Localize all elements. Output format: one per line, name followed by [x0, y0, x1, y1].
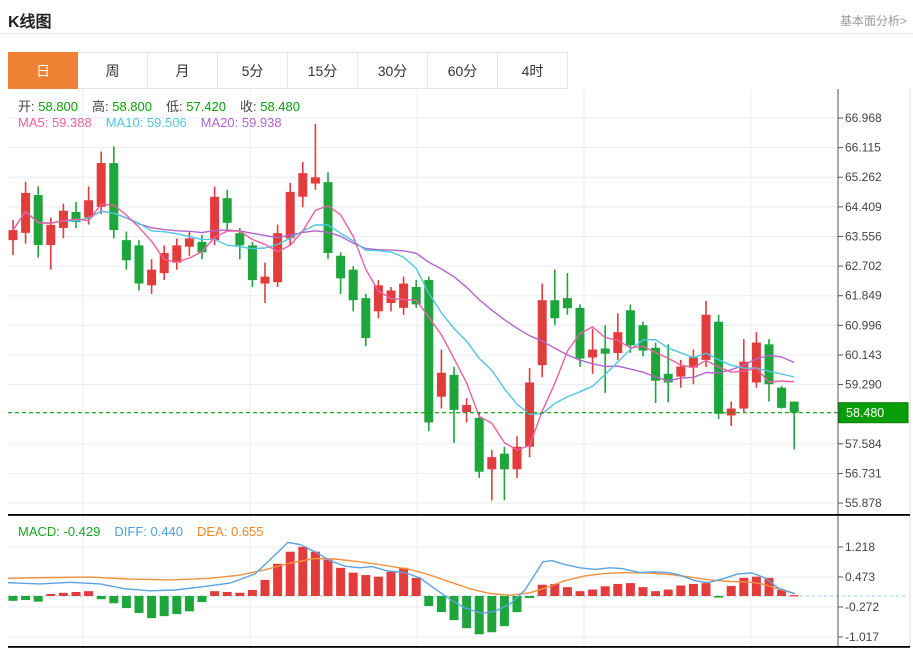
tab-15min[interactable]: 15分: [288, 52, 358, 89]
tab-60min[interactable]: 60分: [428, 52, 498, 89]
current-price-tag-label: 58.480: [846, 406, 884, 420]
legend-value: 59.506: [143, 115, 187, 130]
price-tick-label: 55.878: [845, 496, 882, 510]
price-tick-label: 66.968: [845, 111, 882, 125]
legend-label: DIFF:: [114, 524, 147, 539]
macd-tick-label: -1.017: [845, 630, 879, 644]
legend-value: 59.938: [238, 115, 282, 130]
legend-label: 低:: [166, 99, 183, 114]
macd-histogram: [8, 546, 799, 635]
ohlc-row-item: 低: 57.420: [166, 99, 226, 114]
price-tick-label: 64.409: [845, 200, 882, 214]
legend-label: 高:: [92, 99, 109, 114]
price-tick-label: 61.849: [845, 289, 882, 303]
legend-value: 59.388: [48, 115, 92, 130]
tab-30min[interactable]: 30分: [358, 52, 428, 89]
current-price-tag: 58.480: [838, 402, 909, 424]
tab-day[interactable]: 日: [8, 52, 78, 89]
macd-tick-label: -0.272: [845, 600, 879, 614]
ma-row-item: MA10: 59.506: [106, 115, 187, 130]
macd-row-item: MACD: -0.429: [18, 524, 100, 539]
panel-separator: [8, 514, 910, 516]
ma5-line: [12, 203, 795, 451]
macd-tick-label: 1.218: [845, 540, 875, 554]
price-tick-label: 62.702: [845, 259, 882, 273]
legend-label: 开:: [18, 99, 35, 114]
tab-4hour[interactable]: 4时: [498, 52, 568, 89]
macd-tick-label: 0.473: [845, 570, 875, 584]
header-divider: [0, 33, 913, 34]
grid-layer: [8, 89, 838, 647]
tab-5min[interactable]: 5分: [218, 52, 288, 89]
legend-value: -0.429: [59, 524, 101, 539]
legend-label: 收:: [240, 99, 257, 114]
legend-value: 58.480: [256, 99, 300, 114]
price-tick-label: 65.262: [845, 170, 882, 184]
legend-value: 57.420: [182, 99, 226, 114]
price-tick-label: 66.115: [845, 141, 881, 155]
macd-legend: MACD: -0.429 DIFF: 0.440 DEA: 0.655: [18, 524, 278, 539]
ohlc-legend: 开: 58.800 高: 58.800 低: 57.420 收: 58.480: [18, 96, 314, 115]
legend-label: MA10:: [105, 115, 144, 130]
price-axis: 66.968 66.115 65.262 64.409 63.556 62.702 61.8…: [838, 111, 882, 644]
ohlc-row-item: 收: 58.480: [240, 99, 300, 114]
legend-value: 58.800: [108, 99, 152, 114]
legend-value: 0.440: [146, 524, 184, 539]
ma-legend: MA5: 59.388 MA10: 59.506 MA20: 59.938: [18, 115, 296, 130]
legend-label: MACD:: [18, 524, 60, 539]
price-tick-label: 57.584: [845, 437, 882, 451]
price-tick-label: 56.731: [845, 466, 882, 480]
macd-row-item: DIFF: 0.440: [114, 524, 183, 539]
fundamental-analysis-link[interactable]: 基本面分析>: [839, 14, 907, 28]
kline-chart-canvas[interactable]: 66.968 66.115 65.262 64.409 63.556 62.702 61.8…: [0, 89, 913, 649]
price-tick-label: 60.143: [845, 348, 882, 362]
ma10-line: [12, 210, 795, 415]
interval-tabbar: 日周月 5分 15分 30分 60分 4时: [8, 52, 568, 89]
ohlc-row-item: 高: 58.800: [92, 99, 152, 114]
legend-value: 0.655: [227, 524, 264, 539]
dea-line: [7, 557, 796, 596]
diff-line: [7, 541, 796, 614]
macd-row-item: DEA: 0.655: [197, 524, 264, 539]
legend-label: DEA:: [197, 524, 228, 539]
tab-month[interactable]: 月: [148, 52, 218, 89]
price-tick-label: 59.290: [845, 378, 882, 392]
ma-row-item: MA20: 59.938: [201, 115, 282, 130]
ma-row-item: MA5: 59.388: [18, 115, 92, 130]
ohlc-row-item: 开: 58.800: [18, 99, 78, 114]
legend-label: MA20:: [200, 115, 239, 130]
price-tick-label: 63.556: [845, 229, 882, 243]
legend-label: MA5:: [18, 115, 49, 130]
price-tick-label: 60.996: [845, 318, 882, 332]
page-title: K线图: [8, 14, 52, 31]
bottom-border: [8, 646, 910, 648]
tab-week[interactable]: 周: [78, 52, 148, 89]
legend-value: 58.800: [34, 99, 78, 114]
